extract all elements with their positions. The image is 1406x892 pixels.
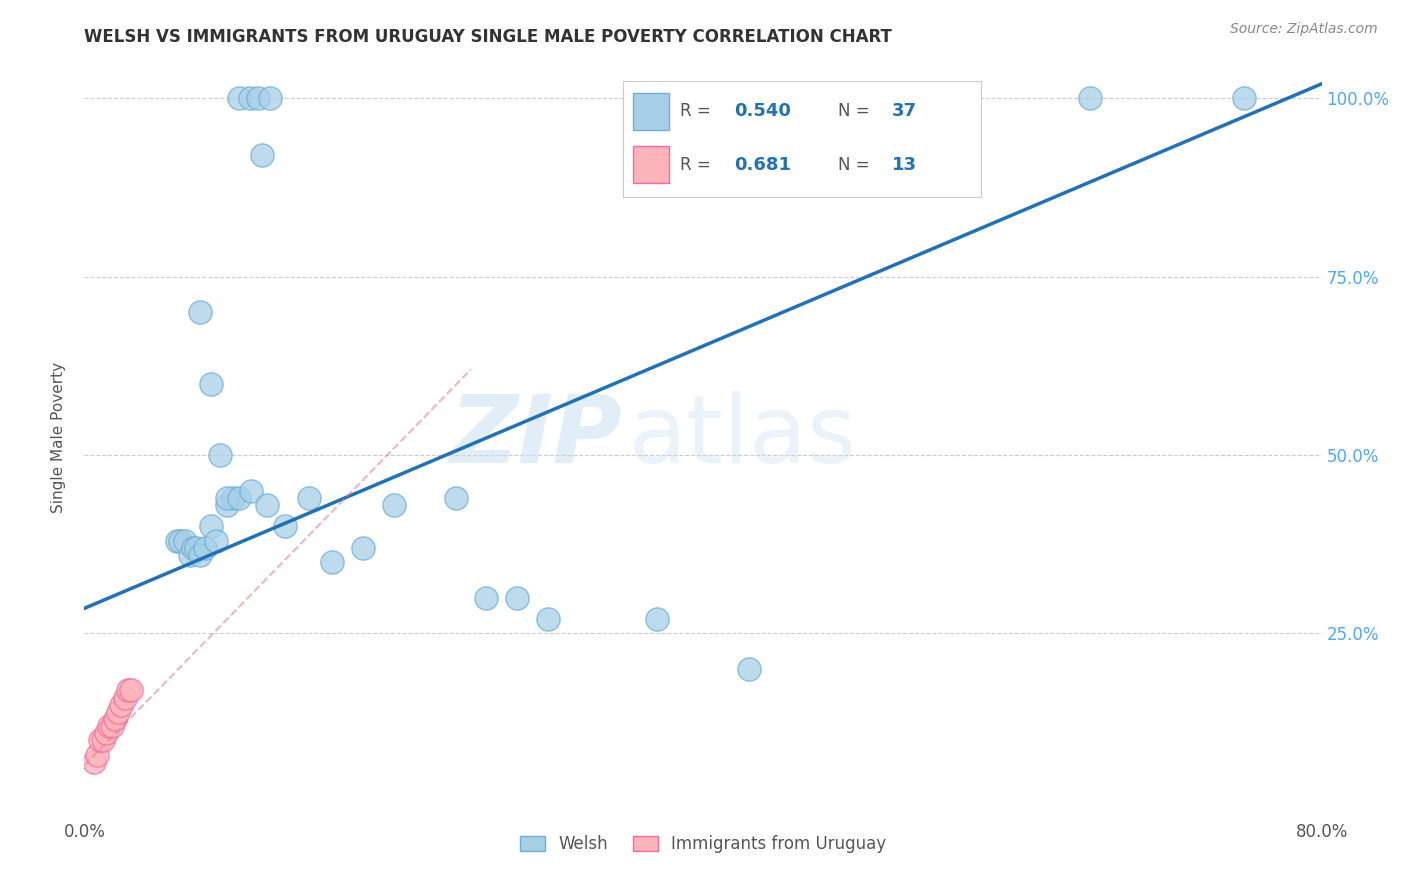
Point bbox=[101, 719, 124, 733]
Point bbox=[444, 491, 467, 505]
Point bbox=[86, 747, 108, 762]
Point bbox=[205, 533, 228, 548]
Point bbox=[188, 548, 211, 562]
Text: atlas: atlas bbox=[628, 391, 858, 483]
Point bbox=[274, 519, 297, 533]
Point bbox=[104, 712, 127, 726]
Point bbox=[91, 733, 114, 747]
Text: Source: ZipAtlas.com: Source: ZipAtlas.com bbox=[1230, 22, 1378, 37]
Point bbox=[228, 91, 250, 105]
Point bbox=[228, 491, 250, 505]
Point bbox=[83, 755, 105, 769]
Y-axis label: Single Male Poverty: Single Male Poverty bbox=[51, 361, 66, 513]
Point bbox=[209, 448, 232, 462]
Text: ZIP: ZIP bbox=[450, 391, 623, 483]
Point bbox=[297, 491, 319, 505]
Point bbox=[200, 519, 222, 533]
Point bbox=[181, 541, 204, 555]
Point bbox=[107, 705, 129, 719]
Text: WELSH VS IMMIGRANTS FROM URUGUAY SINGLE MALE POVERTY CORRELATION CHART: WELSH VS IMMIGRANTS FROM URUGUAY SINGLE … bbox=[84, 28, 893, 45]
Point bbox=[194, 541, 217, 555]
Point bbox=[352, 541, 374, 555]
Point bbox=[120, 683, 142, 698]
Point bbox=[200, 376, 222, 391]
Point bbox=[645, 612, 668, 626]
Point bbox=[110, 698, 132, 712]
Point bbox=[1233, 91, 1256, 105]
Point bbox=[188, 305, 211, 319]
Point bbox=[169, 533, 191, 548]
Point bbox=[239, 91, 262, 105]
Point bbox=[98, 719, 121, 733]
Point bbox=[382, 498, 405, 512]
Point bbox=[240, 483, 263, 498]
Point bbox=[321, 555, 343, 569]
Point bbox=[117, 683, 139, 698]
Point bbox=[250, 148, 273, 162]
Point bbox=[166, 533, 188, 548]
Point bbox=[246, 91, 269, 105]
Legend: Welsh, Immigrants from Uruguay: Welsh, Immigrants from Uruguay bbox=[513, 829, 893, 860]
Point bbox=[537, 612, 560, 626]
Point bbox=[259, 91, 281, 105]
Point bbox=[1078, 91, 1101, 105]
Point bbox=[184, 541, 207, 555]
Point bbox=[94, 726, 117, 740]
Point bbox=[222, 491, 245, 505]
Point bbox=[475, 591, 498, 605]
Point bbox=[89, 733, 111, 747]
Point bbox=[179, 548, 201, 562]
Point bbox=[174, 533, 197, 548]
Point bbox=[256, 498, 278, 512]
Point bbox=[738, 662, 761, 676]
Point bbox=[114, 690, 136, 705]
Point bbox=[506, 591, 529, 605]
Point bbox=[215, 498, 238, 512]
Point bbox=[215, 491, 238, 505]
